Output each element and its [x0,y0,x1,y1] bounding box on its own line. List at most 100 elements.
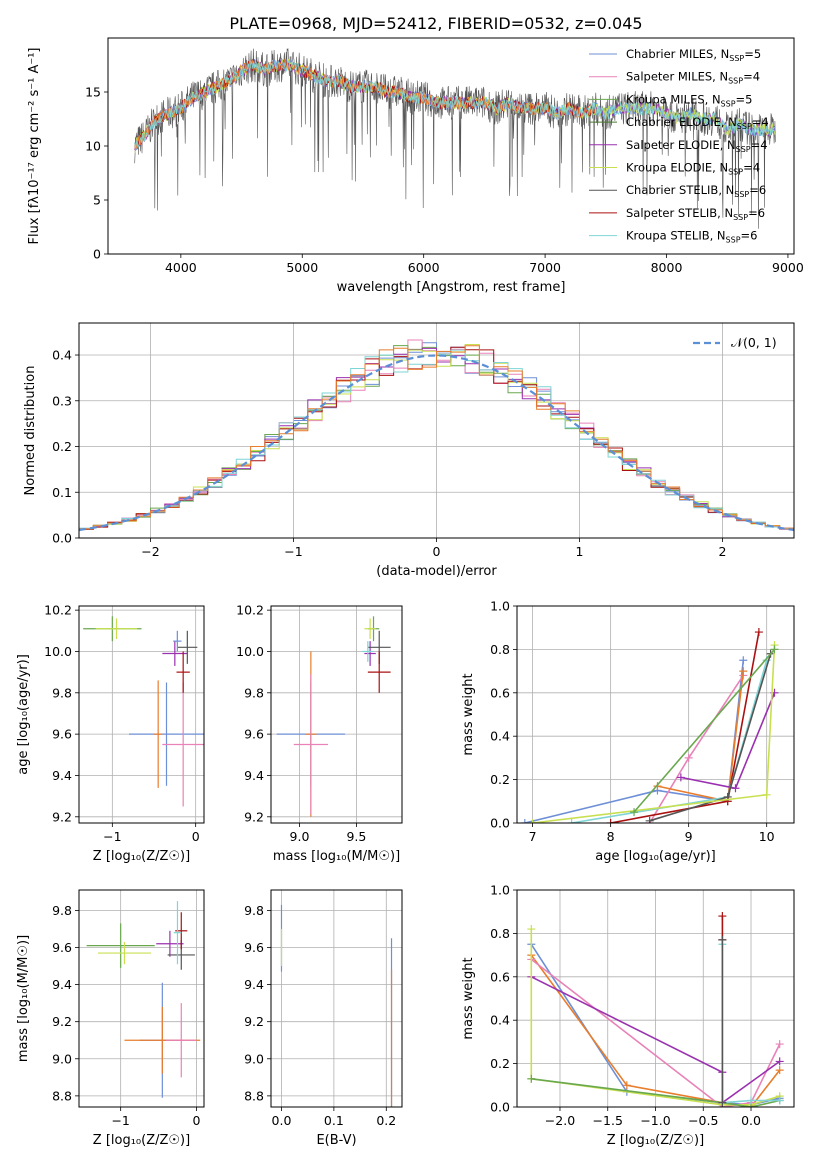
weight-marker [775,1096,784,1105]
panel-spectrum: 4000 5000 6000 7000 8000 9000 0 5 10 15 wavelength… [27,37,804,295]
weight-marker [527,1074,536,1083]
x-tick-label: 1 [576,544,584,559]
y-tick-label: 0.8 [490,926,510,941]
x-tick-label: 8000 [651,260,683,275]
x-tick-label: −2 [141,544,159,559]
x-tick-label: 0 [433,544,441,559]
weight-marker [527,925,536,934]
y-tick-label: 8.8 [244,1088,264,1103]
plot-area [520,628,779,823]
weight-marker [739,667,748,676]
x-tick-label: 9.5 [346,829,366,844]
y-tick-label: 10.2 [236,603,264,618]
x-axis-label: E(B-V) [316,1133,356,1148]
y-tick-label: 0.0 [52,531,72,546]
weight-marker [622,1081,631,1090]
y-tick-label: 1.0 [490,599,510,614]
x-axis-label: (data-model)/error [376,564,497,579]
x-tick-label: −1 [284,544,302,559]
y-tick-label: 9.6 [52,727,72,742]
plot-area [83,616,204,807]
axes-frame [516,605,795,824]
axes-frame [78,605,205,824]
legend-entry: Salpeter MILES, NSSP=4 [626,70,760,86]
plot-area [276,616,391,817]
y-tick-label: 0.0 [490,1100,510,1115]
axes-frame [516,889,795,1108]
weight-marker [567,819,576,823]
plot-area [86,901,201,1098]
y-tick-label: 9.4 [244,768,264,783]
x-tick-label: −2.0 [545,1113,575,1128]
weight-marker [645,816,654,823]
x-tick-label: 9.0 [290,829,310,844]
y-tick-label: 0.6 [490,969,510,984]
panel-weight-vs-age: 7 8 9 10 0.0 0.2 0.4 0.6 0.8 1.0 age [log₁₀(age/yr… [461,599,795,864]
weight-line-kroupa_miles [633,648,776,813]
y-tick-label: 0.4 [490,1013,510,1028]
y-tick-label: 10 [85,139,101,154]
y-tick-label: 0.1 [52,485,72,500]
y-tick-label: 10.0 [44,644,72,659]
legend-entry: Kroupa STELIB, NSSP=6 [626,229,757,245]
panel-residuals: −2 −1 0 1 2 0.0 0.1 0.2 0.3 0.4 (data-model)/error… [23,322,795,579]
weight-marker [775,1066,784,1075]
x-tick-label: −1.0 [640,1113,670,1128]
y-tick-label: 0.3 [52,393,72,408]
legend: Chabrier MILES, NSSP=5 Salpeter MILES, NS… [589,47,769,245]
y-tick-label: 9.0 [52,1051,72,1066]
weight-marker [718,1098,727,1107]
legend-entry: Kroupa MILES, NSSP=5 [626,92,752,108]
weight-line-kroupa_miles [531,1078,780,1107]
weight-marker [775,1057,784,1066]
legend-entry: Chabrier STELIB, NSSP=6 [626,183,766,199]
x-tick-label: −1 [111,1113,129,1128]
y-tick-label: 5 [93,193,101,208]
x-tick-label: 0 [192,829,200,844]
y-tick-label: 0.6 [490,685,510,700]
axes-frame [78,889,205,1108]
panel-age-vs-Z: −1 0 9.2 9.4 9.6 9.8 10.0 10.2 Z [log₁₀(Z/Z☉)] ag… [16,603,205,864]
y-axis-label: Flux [fλ10⁻¹⁷ erg cm⁻² s⁻¹ A⁻¹] [27,48,42,245]
axes-frame [107,37,795,255]
weight-marker [747,1096,756,1105]
y-tick-label: 0.0 [490,816,510,831]
y-tick-label: 9.6 [244,727,264,742]
x-tick-label: −1 [103,829,121,844]
y-tick-label: 1.0 [490,883,510,898]
x-tick-label: 5000 [286,260,318,275]
y-tick-label: 9.2 [52,1014,72,1029]
plot-area [134,48,776,229]
weight-marker [684,753,693,762]
x-axis-label: wavelength [Angstrom, rest frame] [337,280,566,295]
figure-title: PLATE=0968, MJD=52412, FIBERID=0532, z=0… [229,14,642,33]
y-axis-label: mass weight [461,673,476,755]
weight-marker [770,645,779,654]
panel-mass-vs-Z: −1 0 8.8 9.0 9.2 9.4 9.6 9.8 Z [log₁₀(Z/Z☉)] mass… [16,889,205,1148]
x-tick-label: 8 [607,829,615,844]
x-tick-label: 0.0 [741,1113,761,1128]
weight-marker [718,912,727,921]
weight-marker [630,808,639,817]
panel-age-vs-mass: 9.0 9.5 9.2 9.4 9.6 9.8 10.0 10.2 mass [log₁₀(M/… [236,603,403,864]
x-tick-label: 7000 [529,260,561,275]
x-tick-label: 0 [192,1113,200,1128]
y-tick-label: 9.2 [52,809,72,824]
x-tick-label: 9 [685,829,693,844]
legend-entry: Chabrier MILES, NSSP=5 [626,47,761,63]
y-tick-label: 9.4 [244,977,264,992]
y-tick-label: 0.8 [490,642,510,657]
y-axis-label: mass weight [461,957,476,1039]
y-tick-label: 10.2 [44,603,72,618]
plot-area [79,339,794,532]
panel-mass-vs-ebv: 0.0 0.1 0.2 8.8 9.0 9.2 9.4 9.6 9.8 E(B-V) [244,889,403,1148]
y-tick-label: 9.6 [244,940,264,955]
x-tick-label: 4000 [165,260,197,275]
weight-line-chabrier_miles [524,660,745,823]
legend-entry: Salpeter ELODIE, NSSP=4 [626,138,768,154]
y-tick-label: 0.4 [52,348,72,363]
x-tick-label: 10 [759,829,775,844]
y-axis-label: mass [log₁₀(M/M☉)] [16,935,31,1062]
y-tick-label: 9.8 [52,903,72,918]
weight-marker [739,656,748,665]
